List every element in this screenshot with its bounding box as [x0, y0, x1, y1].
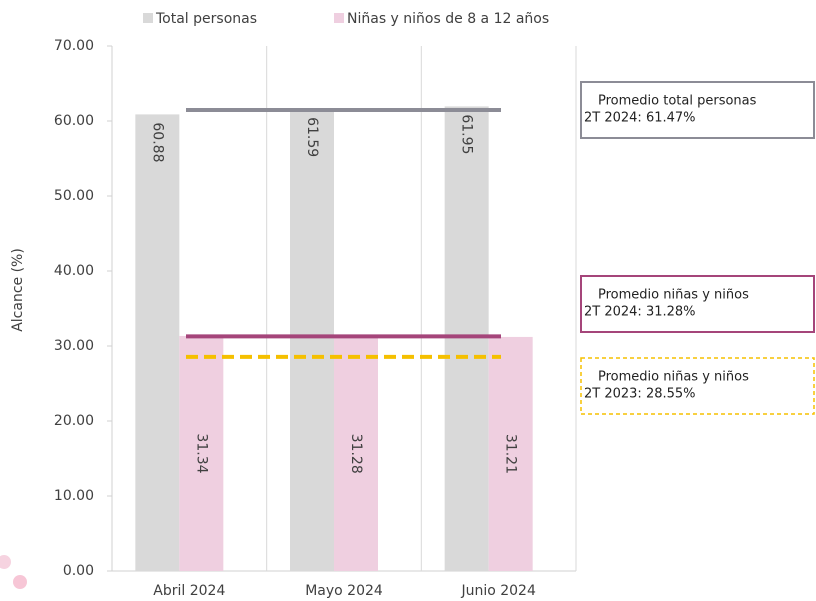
- bar: [488, 336, 533, 571]
- bar: [179, 335, 224, 571]
- x-tick-label: Junio 2024: [460, 583, 536, 599]
- data-label: 31.28: [348, 434, 364, 474]
- x-tick-label: Abril 2024: [153, 583, 225, 599]
- legend-label: Niñas y niños de 8 a 12 años: [347, 11, 549, 27]
- data-label: 61.95: [459, 114, 475, 154]
- y-tick-label: 30.00: [54, 338, 94, 354]
- y-tick-label: 20.00: [54, 413, 94, 429]
- legend-swatch: [334, 13, 344, 23]
- y-tick-label: 10.00: [54, 488, 94, 504]
- bar: [444, 106, 489, 571]
- annotation-box: [580, 357, 815, 415]
- y-tick-label: 70.00: [54, 38, 94, 54]
- data-label: 61.59: [304, 117, 320, 157]
- data-label: 31.21: [503, 434, 519, 474]
- decoration: [0, 555, 11, 569]
- legend-swatch: [143, 13, 153, 23]
- annotation-text: Promedio total personas: [598, 94, 757, 109]
- y-tick-label: 40.00: [54, 263, 94, 279]
- bar: [334, 336, 378, 571]
- data-label: 60.88: [149, 122, 165, 162]
- annotation-text: Promedio niñas y niños: [598, 288, 749, 303]
- annotation-box: [580, 81, 815, 139]
- annotation-text: 2T 2024: 61.47%: [584, 111, 696, 126]
- annotation-box: [580, 275, 815, 333]
- data-label: 31.34: [193, 433, 209, 473]
- bar: [135, 114, 180, 572]
- y-axis-label: Alcance (%): [10, 248, 26, 332]
- annotation-text: 2T 2023: 28.55%: [584, 387, 696, 402]
- bar: [290, 109, 334, 571]
- x-tick-label: Mayo 2024: [305, 583, 383, 599]
- annotation-text: 2T 2024: 31.28%: [584, 305, 696, 320]
- y-tick-label: 0.00: [63, 563, 94, 579]
- decoration: [13, 575, 27, 589]
- legend-label: Total personas: [155, 11, 257, 27]
- y-tick-label: 50.00: [54, 188, 94, 204]
- annotation-text: Promedio niñas y niños: [598, 370, 749, 385]
- y-tick-label: 60.00: [54, 113, 94, 129]
